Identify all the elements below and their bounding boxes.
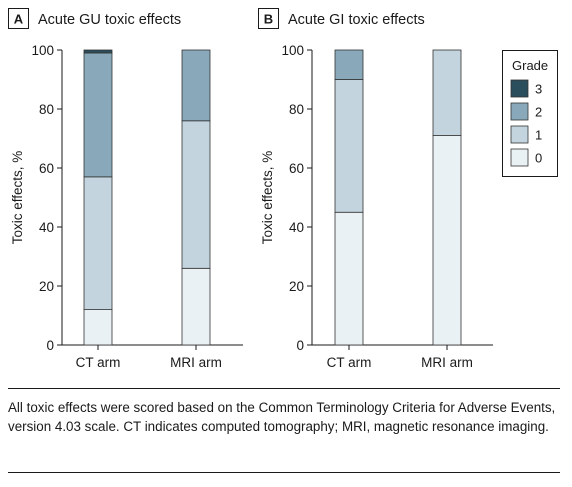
panel-b-bar-mri-arm-grade-1 <box>432 49 462 136</box>
panel-b-y-tick-label: 100 <box>281 43 304 58</box>
panel-b-label-box <box>258 8 279 29</box>
panel-a-bar-mri-arm-grade-1 <box>181 120 211 269</box>
panel-b-title: Acute GI toxic effects <box>288 12 425 28</box>
panel-a-y-axis-label: Toxic effects, % <box>10 151 25 245</box>
panel-a-bar-mri-arm-grade-2 <box>181 49 211 122</box>
panel-b-bar-ct-arm-grade-1 <box>334 79 364 213</box>
panel-b-y-tick-label: 80 <box>289 102 304 117</box>
panel-b-y-tick-label: 0 <box>296 338 304 353</box>
panel-b-bar-ct-arm-grade-2 <box>334 49 364 80</box>
panel-a-x-tick-label: MRI arm <box>170 355 222 370</box>
panel-a-y-tick-label: 20 <box>39 279 54 294</box>
legend-label-grade-3: 3 <box>535 82 542 97</box>
panel-b-x-tick-label: CT arm <box>327 355 372 370</box>
panel-a-bar-ct-arm-grade-1 <box>83 176 113 311</box>
panel-a-x-tick-label: CT arm <box>76 355 121 370</box>
legend-swatch-grade-3 <box>510 79 529 98</box>
legend-swatch-grade-1 <box>510 125 529 144</box>
figure-caption: All toxic effects were scored based on t… <box>8 400 556 434</box>
panel-a-title: Acute GU toxic effects <box>38 12 181 28</box>
panel-b-x-tick-label: MRI arm <box>421 355 473 370</box>
panel-a-y-tick-label: 40 <box>39 220 54 235</box>
panel-a-y-tick-label: 60 <box>39 161 54 176</box>
legend-title: Grade <box>512 58 548 73</box>
panel-b-y-axis-label: Toxic effects, % <box>260 151 275 245</box>
legend-swatch-grade-0 <box>510 148 529 167</box>
panel-b-label: B <box>264 12 273 27</box>
legend-swatch-grade-2 <box>510 102 529 121</box>
legend-label-grade-0: 0 <box>535 151 542 166</box>
panel-a-y-tick-label: 80 <box>39 102 54 117</box>
panel-a-bar-mri-arm-grade-0 <box>181 267 211 346</box>
panel-b-y-tick-label: 40 <box>289 220 304 235</box>
panel-a-label-box <box>8 8 29 29</box>
panel-a-bar-ct-arm-grade-2 <box>83 52 113 178</box>
legend-label-grade-1: 1 <box>535 128 542 143</box>
panel-a-label: A <box>14 12 24 27</box>
panel-a-bar-ct-arm-grade-0 <box>83 309 113 346</box>
panel-b-bar-mri-arm-grade-0 <box>432 135 462 346</box>
panel-b-y-tick-label: 20 <box>289 279 304 294</box>
panel-b-y-tick-label: 60 <box>289 161 304 176</box>
panel-b-bar-ct-arm-grade-0 <box>334 211 364 346</box>
panel-a-y-tick-label: 0 <box>46 338 54 353</box>
panel-a-bar-ct-arm-grade-3 <box>83 49 113 54</box>
caption-top-rule <box>8 388 560 389</box>
panel-a-y-tick-label: 100 <box>31 43 54 58</box>
legend-label-grade-2: 2 <box>535 105 542 120</box>
caption-bottom-rule <box>8 472 560 473</box>
